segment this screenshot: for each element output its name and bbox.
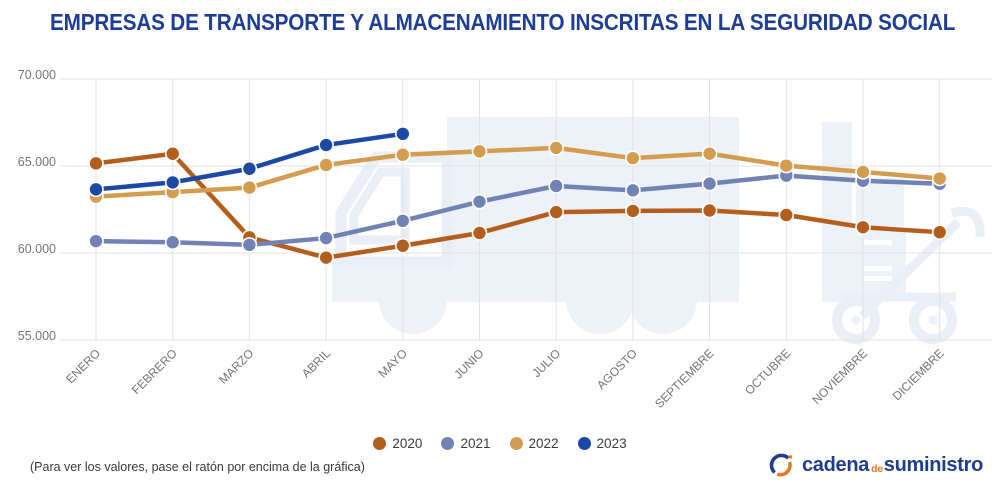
x-axis-month-label: SEPTIEMBRE (652, 346, 717, 411)
data-point-2020-ENERO[interactable]: ENERO 2020: 65.151 (88, 155, 104, 172)
logo-arc-blue (769, 453, 790, 474)
legend-item-2021: 2021 (441, 435, 491, 451)
logo-arc-orange (776, 461, 792, 477)
data-point-2020-JULIO[interactable]: JULIO 2020: 62.351 (548, 204, 565, 220)
data-point-2021-SEPTIEMBRE[interactable]: SEPTIEMBRE 2021: 63.990 (701, 175, 718, 192)
data-point-2022-JULIO[interactable]: JULIO 2022: 66.040 (548, 140, 565, 156)
logo-text-de: de (871, 463, 883, 475)
data-point-2021-JULIO[interactable]: JULIO 2021: 63.850 (548, 178, 565, 194)
legend-label-2020: 2020 (392, 435, 423, 451)
legend-item-2023: 2023 (577, 435, 627, 451)
data-point-2022-JUNIO[interactable]: JUNIO 2022: 65.840 (471, 143, 488, 160)
data-point-2023-FEBRERO[interactable]: FEBRERO 2023: 64.058 (164, 174, 181, 191)
hover-hint-note: (Para ver los valores, pase el ratón por… (30, 460, 365, 474)
series-line-2020[interactable] (93, 151, 942, 260)
data-point-2022-AGOSTO[interactable]: AGOSTO 2022: 65.450 (625, 150, 641, 166)
legend-dot-2020 (373, 436, 387, 450)
data-point-2022-ABRIL[interactable]: ABRIL 2022: 65.060 (318, 157, 334, 173)
cadena-de-suministro-logo[interactable]: cadena de suministro (768, 452, 983, 479)
x-axis-month-label: AGOSTO (594, 346, 640, 392)
data-point-2022-OCTUBRE[interactable]: OCTUBRE 2022: 65.020 (778, 157, 795, 174)
data-point-2023-ABRIL[interactable]: ABRIL 2023: 66.204 (318, 137, 334, 153)
x-axis-month-label: OCTUBRE (742, 346, 793, 397)
series-line-2022[interactable] (93, 145, 942, 199)
y-axis-tick-label: 70.000 (18, 68, 56, 82)
y-axis-tick-label: 55.000 (18, 329, 56, 343)
series-layer[interactable]: ENERO 2020: 65.151 FEBRERO 2020: 65.704 MA… (88, 126, 948, 266)
legend-dot-2022 (509, 436, 523, 450)
data-point-2021-ABRIL[interactable]: ABRIL 2021: 60.858 (318, 230, 334, 246)
data-point-2022-MAYO[interactable]: MAYO 2022: 65.650 (394, 146, 411, 163)
x-axis-month-label: FEBRERO (129, 346, 180, 397)
data-point-2023-MAYO[interactable]: MAYO 2023: 66.850 (394, 126, 411, 142)
data-point-2021-MARZO[interactable]: MARZO 2021: 60.467 (241, 237, 258, 253)
chart-legend: 2020 2021 2022 2023 (0, 431, 1000, 455)
data-point-2022-MARZO[interactable]: MARZO 2022: 63.760 (241, 179, 258, 196)
legend-label-2021: 2021 (460, 435, 491, 451)
data-point-2022-SEPTIEMBRE[interactable]: SEPTIEMBRE 2022: 65.710 (701, 145, 718, 162)
data-point-2023-ENERO[interactable]: ENERO 2023: 63.656 (88, 181, 104, 198)
series-line-2021[interactable] (93, 173, 942, 248)
x-axis-month-label: DICIEMBRE (890, 346, 947, 403)
x-axis-month-label: NOVIEMBRE (809, 346, 870, 407)
data-point-2020-ABRIL[interactable]: ABRIL 2020: 59.732 (318, 249, 334, 266)
data-point-2020-OCTUBRE[interactable]: OCTUBRE 2020: 62.184 (778, 207, 795, 223)
y-axis-tick-label: 60.000 (18, 242, 56, 256)
data-point-2022-NOVIEMBRE[interactable]: NOVIEMBRE 2022: 64.660 (855, 164, 871, 180)
data-point-2021-MAYO[interactable]: MAYO 2021: 61.850 (394, 213, 411, 229)
data-point-2021-ENERO[interactable]: ENERO 2021: 60.680 (88, 233, 104, 249)
data-point-2020-JUNIO[interactable]: JUNIO 2020: 61.151 (471, 225, 488, 241)
legend-item-2020: 2020 (373, 436, 422, 451)
data-point-2023-MARZO[interactable]: MARZO 2023: 64.842 (241, 160, 258, 177)
page-title: EMPRESAS DE TRANSPORTE Y ALMACENAMIENTO … (50, 9, 956, 35)
logo-text-cadena: cadena (801, 454, 870, 476)
logo-dot-orange (788, 455, 792, 459)
y-axis-tick-label: 65.000 (18, 155, 56, 169)
legend-item-2022: 2022 (509, 435, 559, 451)
legend-label-2023: 2023 (596, 435, 627, 451)
x-axis-month-label: ABRIL (299, 346, 334, 381)
x-axis-month-label: MAYO (376, 346, 410, 380)
data-point-2020-FEBRERO[interactable]: FEBRERO 2020: 65.704 (164, 145, 181, 162)
x-axis-month-label: ENERO (63, 346, 103, 386)
legend-dot-2023 (577, 436, 591, 450)
data-point-2020-MAYO[interactable]: MAYO 2020: 60.416 (394, 237, 411, 254)
x-axis-month-label: JUNIO (451, 346, 486, 381)
legend-dot-2021 (441, 436, 455, 450)
x-axis-month-label: JULIO (529, 346, 563, 380)
data-point-2021-FEBRERO[interactable]: FEBRERO 2021: 60.619 (164, 234, 181, 251)
data-point-2020-AGOSTO[interactable]: AGOSTO 2020: 62.420 (625, 203, 641, 219)
x-axis-month-label: MARZO (216, 346, 257, 387)
data-point-2022-DICIEMBRE[interactable]: DICIEMBRE 2022: 64.280 (931, 170, 948, 187)
data-point-2021-JUNIO[interactable]: JUNIO 2021: 62.950 (471, 193, 488, 210)
logo-text-suministro: suministro (883, 454, 984, 476)
data-point-2020-SEPTIEMBRE[interactable]: SEPTIEMBRE 2020: 62.443 (701, 202, 718, 219)
logo-circle-icon (769, 453, 792, 477)
legend-label-2022: 2022 (528, 435, 559, 451)
data-point-2020-NOVIEMBRE[interactable]: NOVIEMBRE 2020: 61.478 (855, 219, 871, 236)
data-point-2021-AGOSTO[interactable]: AGOSTO 2021: 63.600 (625, 182, 641, 199)
data-point-2020-DICIEMBRE[interactable]: DICIEMBRE 2020: 61.196 (931, 224, 948, 240)
